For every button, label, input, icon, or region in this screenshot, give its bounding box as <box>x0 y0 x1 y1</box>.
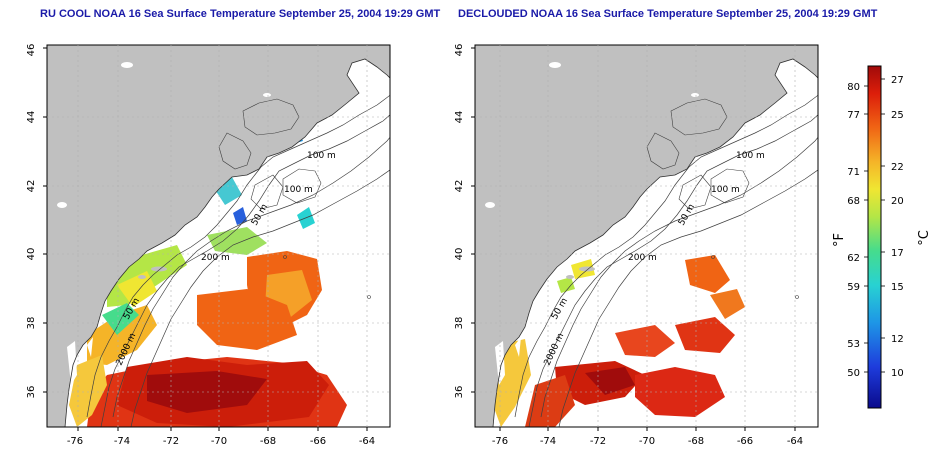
fahrenheit-tick: 50 <box>847 368 860 379</box>
right-gridlines <box>475 45 818 427</box>
contour-label: 100 m <box>307 151 336 161</box>
y-tick-label: 46 <box>454 44 465 57</box>
x-tick-label: -66 <box>737 436 753 447</box>
y-tick-label: 46 <box>26 44 37 57</box>
fahrenheit-tick: 77 <box>847 110 860 121</box>
x-tick-label: -64 <box>787 436 803 447</box>
x-tick-label: -64 <box>359 436 375 447</box>
celsius-tick: 15 <box>891 282 904 293</box>
left-x-axis: -76 -74 -72 -70 -68 -66 -64 <box>67 427 375 447</box>
y-tick-label: 44 <box>26 111 37 124</box>
left-gridlines <box>47 45 390 427</box>
sst-colorbar: 80 77 71 68 62 59 53 50 27 25 22 20 17 1… <box>832 65 932 409</box>
contour-label: 200 m <box>628 253 657 263</box>
contour-label: 100 m <box>711 185 740 195</box>
contour-label: 100 m <box>736 151 765 161</box>
y-tick-label: 36 <box>26 386 37 399</box>
x-tick-label: -68 <box>260 436 276 447</box>
left-panel-title: RU COOL NOAA 16 Sea Surface Temperature … <box>40 8 441 20</box>
celsius-tick: 20 <box>891 196 904 207</box>
colorbar-gradient <box>867 65 882 409</box>
y-tick-label: 40 <box>26 248 37 261</box>
celsius-tick: 25 <box>891 110 904 121</box>
celsius-tick: 10 <box>891 368 904 379</box>
right-x-axis: -76 -74 -72 -70 -68 -66 -64 <box>492 427 803 447</box>
fahrenheit-tick: 59 <box>847 282 860 293</box>
fahrenheit-tick: 80 <box>847 82 860 93</box>
x-tick-label: -74 <box>114 436 130 447</box>
y-tick-label: 42 <box>26 180 37 193</box>
x-tick-label: -72 <box>590 436 606 447</box>
x-tick-label: -76 <box>492 436 508 447</box>
right-y-axis: 36 38 40 42 44 46 <box>454 44 475 399</box>
x-tick-label: -70 <box>639 436 655 447</box>
contour-label: 100 m <box>284 185 313 195</box>
y-tick-label: 38 <box>26 317 37 330</box>
y-tick-label: 36 <box>454 386 465 399</box>
x-tick-label: -74 <box>540 436 556 447</box>
celsius-tick: 27 <box>891 75 904 86</box>
celsius-tick: 22 <box>891 162 904 173</box>
y-tick-label: 44 <box>454 111 465 124</box>
left-y-axis: 36 38 40 42 44 46 <box>26 44 47 399</box>
left-map-panel: 100 m 100 m 50 m 200 m 50 m 2000 m -76 -… <box>26 44 391 447</box>
x-tick-label: -70 <box>211 436 227 447</box>
y-tick-label: 40 <box>454 248 465 261</box>
contour-label: 200 m <box>201 253 230 263</box>
celsius-unit-label: °C <box>917 230 932 246</box>
fahrenheit-tick: 68 <box>847 196 860 207</box>
fahrenheit-tick: 71 <box>847 167 860 178</box>
right-map-panel: 100 m 100 m 50 m 200 m 50 m 2000 m -76 -… <box>454 44 819 447</box>
x-tick-label: -72 <box>163 436 179 447</box>
right-panel-title: DECLOUDED NOAA 16 Sea Surface Temperatur… <box>458 8 878 20</box>
fahrenheit-tick: 53 <box>847 339 860 350</box>
x-tick-label: -76 <box>67 436 83 447</box>
y-tick-label: 38 <box>454 317 465 330</box>
celsius-tick: 12 <box>891 334 904 345</box>
fahrenheit-tick: 62 <box>847 253 860 264</box>
y-tick-label: 42 <box>454 180 465 193</box>
x-tick-label: -66 <box>310 436 326 447</box>
x-tick-label: -68 <box>688 436 704 447</box>
celsius-tick: 17 <box>891 248 904 259</box>
fahrenheit-unit-label: °F <box>832 233 847 247</box>
